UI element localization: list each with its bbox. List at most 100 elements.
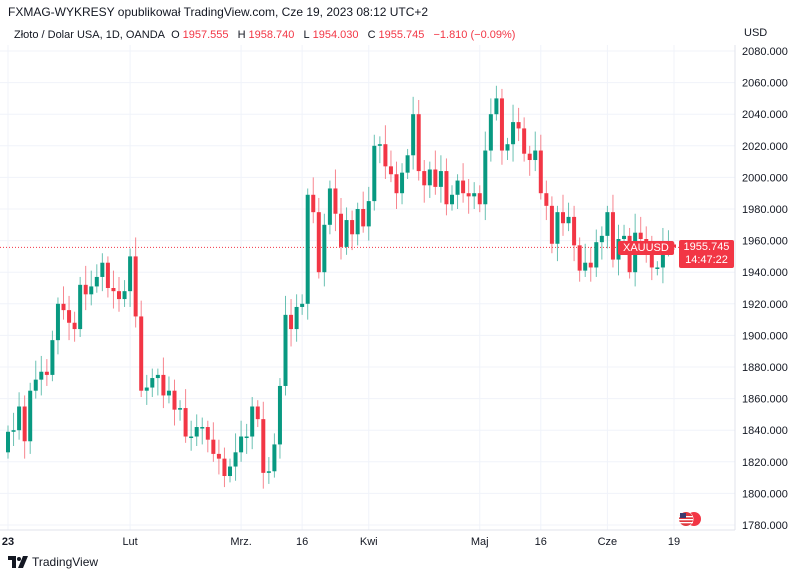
candle-body [17, 406, 22, 431]
candle-body [488, 114, 493, 151]
candle-body [28, 390, 33, 442]
price-tick-label: 1800.000 [742, 488, 788, 500]
candle-body [400, 172, 405, 194]
candle-body [433, 169, 438, 187]
candle-body [61, 303, 66, 311]
candle-body [222, 458, 227, 477]
price-tick-label: 1820.000 [742, 457, 788, 469]
candle-body [538, 150, 543, 194]
published-info: FXMAG-WYKRESY opublikował TradingView.co… [8, 5, 429, 19]
candle-body [605, 212, 610, 236]
candle-body [544, 193, 549, 206]
candle-body [405, 155, 410, 173]
candle-body [11, 430, 16, 432]
currency-label: USD [744, 27, 768, 39]
candle-body [33, 379, 38, 391]
candle-body [105, 262, 110, 288]
candle-body [610, 212, 615, 260]
candle-body [388, 166, 393, 175]
tradingview-logo[interactable]: TradingView [8, 555, 98, 569]
candle-body [205, 427, 210, 440]
candle-body [67, 310, 72, 323]
candle-body [499, 98, 504, 151]
open-label: O [171, 29, 180, 41]
price-tick-label: 1920.000 [742, 299, 788, 311]
candle-body [533, 150, 538, 161]
candle-body [233, 452, 238, 467]
candle-body [366, 201, 371, 227]
candle-body [55, 303, 60, 341]
candle-body [244, 436, 249, 439]
tradingview-logo-icon [8, 556, 28, 568]
candle-body [594, 242, 599, 268]
candle-body [216, 453, 221, 459]
candle-body [622, 235, 627, 240]
last-price: 1955.745 [683, 241, 730, 253]
candle-body [300, 303, 305, 307]
price-tick-label: 1900.000 [742, 330, 788, 342]
candle-body [561, 212, 565, 224]
close-label: C [367, 29, 376, 41]
candle-body [94, 276, 99, 287]
candle-body [111, 288, 116, 292]
time-tick-label: Maj [471, 536, 489, 548]
candle-body [383, 144, 388, 167]
candle-body [522, 128, 527, 154]
candle-body [255, 406, 260, 420]
candle-body [483, 150, 488, 205]
candle-body [327, 188, 332, 225]
candle-body [583, 262, 588, 271]
candle-body [555, 212, 560, 244]
candle-body [194, 427, 199, 437]
candle-body [339, 213, 343, 247]
candle-body [472, 193, 477, 197]
candle-body [444, 171, 449, 205]
candle-body [72, 322, 77, 330]
last-price-tag: 1955.745 14:47:22 [679, 240, 734, 268]
candle-body [527, 153, 532, 161]
symbol-legend: Złoto / Dolar USA, 1D, OANDA O 1957.555 H… [14, 29, 518, 41]
candle-body [150, 378, 155, 388]
candle-body [228, 466, 232, 477]
candle-body [83, 284, 88, 295]
low-value: 1954.030 [312, 29, 359, 41]
candle-body [311, 194, 316, 213]
price-tick-label: 1860.000 [742, 394, 788, 406]
candle-body [638, 232, 643, 240]
candle-body [466, 193, 471, 197]
candle-body [599, 235, 604, 243]
candle-body [6, 431, 10, 453]
candle-body [183, 408, 188, 437]
price-tick-label: 2020.000 [742, 141, 788, 153]
time-tick-label: 19 [668, 536, 680, 548]
candle-body [350, 220, 355, 235]
us-flag-icon[interactable] [674, 511, 704, 532]
price-tick-label: 1940.000 [742, 267, 788, 279]
price-tick-label: 2080.000 [742, 46, 788, 58]
candle-body [200, 427, 205, 429]
candle-body [128, 256, 133, 292]
candle-body [588, 262, 593, 268]
candle-body [422, 171, 427, 186]
candle-body [655, 267, 660, 269]
price-tick-label: 1880.000 [742, 362, 788, 374]
candle-body [372, 145, 377, 202]
candle-body [461, 180, 466, 194]
symbol-name[interactable]: Złoto / Dolar USA, 1D, OANDA [14, 29, 165, 41]
candle-body [450, 194, 454, 205]
candle-body [477, 193, 482, 205]
candle-body [494, 98, 499, 115]
candle-body [100, 262, 105, 277]
price-tick-label: 2040.000 [742, 109, 788, 121]
high-label: H [237, 29, 246, 41]
candle-body [660, 245, 665, 268]
candle-body [649, 245, 654, 268]
candle-body [161, 374, 166, 396]
candle-body [283, 314, 288, 386]
time-tick-label: Lut [122, 536, 137, 548]
candle-body [250, 406, 255, 437]
brand-name: TradingView [32, 555, 99, 569]
candle-body [333, 188, 338, 214]
candle-body [305, 194, 310, 304]
